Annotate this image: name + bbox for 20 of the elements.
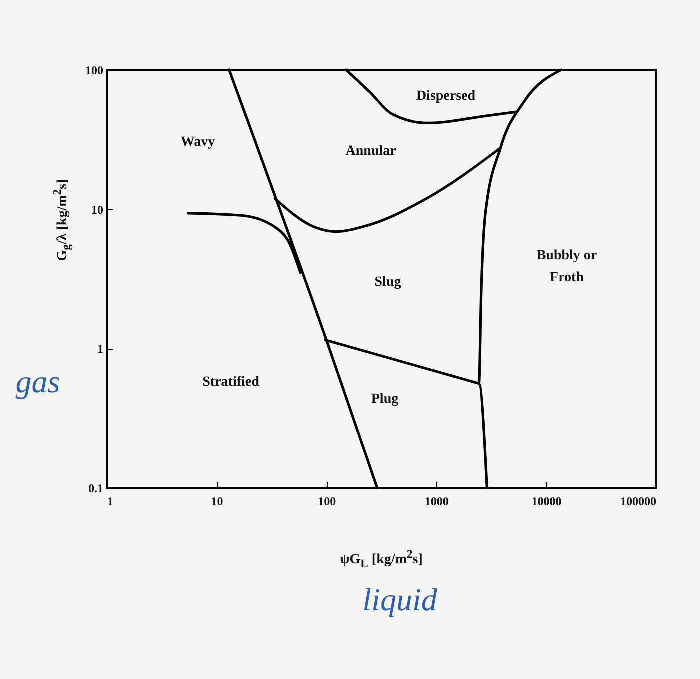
annotation: Bubbly or Froth	[536, 248, 598, 288]
x-tick-label: 10000	[532, 494, 562, 508]
y-tick-label: 0.1	[88, 482, 104, 496]
annotation: Plug	[371, 390, 399, 409]
annotation: Annular	[346, 142, 396, 161]
annotation: Dispersed	[416, 88, 476, 106]
y-tick-label: 100	[86, 64, 104, 78]
annotation: Stratified	[202, 374, 260, 392]
x-tick-label: 1	[108, 494, 114, 508]
x-tick-label: 1000	[424, 494, 449, 508]
annotation: Wavy	[180, 134, 216, 152]
y-tick-label: 10	[92, 202, 104, 217]
x-axis-title: ψG$_{L}$ [kg/m$^{2}$s]	[339, 548, 424, 570]
annotation: Slug	[374, 274, 402, 292]
x-tick-label: 100	[318, 494, 336, 508]
text: liquid	[362, 580, 438, 620]
x-tick-label: 10	[211, 494, 224, 508]
text: gas	[16, 362, 60, 402]
x-tick-label: 100000	[620, 494, 656, 508]
y-tick-label: 1	[98, 342, 104, 356]
